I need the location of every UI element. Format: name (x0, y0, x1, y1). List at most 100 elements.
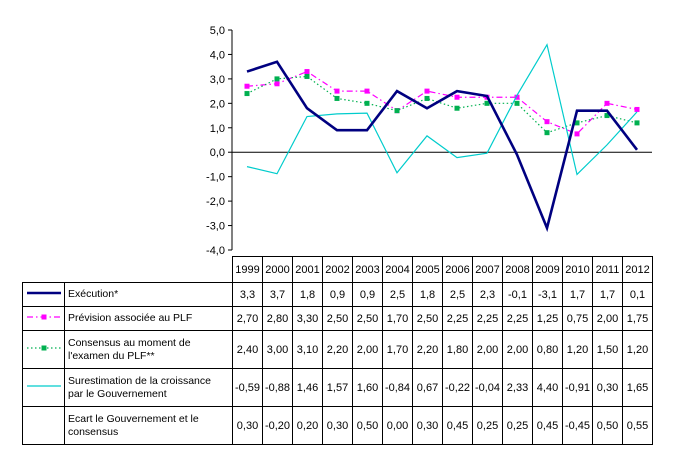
prevision-plf-marker (304, 69, 310, 75)
consensus-marker (304, 73, 310, 79)
value-cell: 2,80 (262, 306, 293, 331)
year-label: 2012 (622, 256, 653, 283)
legend-key-prevision-plf (22, 306, 65, 331)
year-label: 2010 (562, 256, 593, 283)
value-cell: 1,25 (532, 306, 563, 331)
prevision-plf-marker (424, 88, 430, 94)
value-cell: 1,8 (292, 282, 323, 307)
value-cell: -0,22 (442, 368, 473, 407)
value-cell: 1,7 (592, 282, 623, 307)
consensus-marker (574, 120, 580, 126)
value-cell: 2,5 (382, 282, 413, 307)
year-header-row: 1999 2000 2001 2002 2003 2004 2005 2006 2007 2008… (23, 256, 653, 283)
value-cell: 0,20 (292, 406, 323, 445)
surestimation-line (246, 43, 638, 176)
series-name: Consensus au moment de l'examen du PLF** (64, 330, 233, 369)
legend-key-execution (22, 282, 65, 307)
consensus-marker (454, 105, 460, 111)
prevision-plf-marker (604, 100, 610, 106)
value-cell: 1,70 (382, 306, 413, 331)
value-cell: -0,1 (502, 282, 533, 307)
series-row-execution: Exécution* 3,3 3,7 1,8 0,9 0,9 2,5 1,8 2,5 2,3 -0,… (22, 282, 653, 307)
y-tick-label: -3,0 (206, 221, 225, 233)
value-cell: 0,55 (622, 406, 653, 445)
year-label: 2009 (532, 256, 563, 283)
consensus-marker (634, 120, 640, 126)
value-cell: 0,50 (352, 406, 383, 445)
value-cell: -0,84 (382, 368, 413, 407)
value-cell: 1,50 (592, 330, 623, 369)
y-tick-label: 5,0 (210, 25, 225, 37)
series-name: Prévision associée au PLF (64, 306, 233, 331)
y-tick-label: 0,0 (210, 147, 225, 159)
consensus-marker (334, 95, 340, 101)
value-cell: 0,00 (382, 406, 413, 445)
prevision-plf-marker (454, 94, 460, 100)
consensus-marker (394, 108, 400, 114)
y-tick-label: -1,0 (206, 172, 225, 184)
value-cell: 1,8 (412, 282, 443, 307)
value-cell: 4,40 (532, 368, 563, 407)
value-cell: 2,00 (592, 306, 623, 331)
legend-key-ecart (22, 406, 65, 445)
legend-key-sample-prevision-plf (26, 314, 61, 320)
value-cell: 1,7 (562, 282, 593, 307)
blank-corner-cell (65, 257, 233, 283)
value-cell: 3,30 (292, 306, 323, 331)
series-name: Exécution* (64, 282, 233, 307)
value-cell: 1,75 (622, 306, 653, 331)
series-row-consensus: Consensus au moment de l'examen du PLF**… (22, 330, 653, 369)
value-cell: 3,7 (262, 282, 293, 307)
year-label: 2007 (472, 256, 503, 283)
year-label: 2001 (292, 256, 323, 283)
consensus-marker (364, 100, 370, 106)
legend-key-sample-execution (26, 291, 61, 295)
blank-corner-cell (23, 257, 65, 283)
consensus-marker (424, 95, 430, 101)
year-label: 2002 (322, 256, 353, 283)
year-label: 2011 (592, 256, 623, 283)
prevision-plf-marker (334, 88, 340, 94)
value-cell: 0,25 (502, 406, 533, 445)
series-name: Ecart le Gouvernement et le consensus (64, 406, 233, 445)
value-cell: 0,9 (352, 282, 383, 307)
value-cell: 3,3 (232, 282, 263, 307)
value-cell: -0,88 (262, 368, 293, 407)
series-row-prevision-plf: Prévision associée au PLF 2,70 2,80 3,30 2,5… (22, 306, 653, 331)
year-label: 2006 (442, 256, 473, 283)
value-cell: 3,00 (262, 330, 293, 369)
y-tick-label: -2,0 (206, 196, 225, 208)
y-tick-label: 2,0 (210, 98, 225, 110)
prevision-plf-marker (544, 119, 550, 125)
data-table: 1999 2000 2001 2002 2003 2004 2005 2006 2007 2008… (22, 256, 653, 445)
value-cell: 0,75 (562, 306, 593, 331)
prevision-plf-marker (244, 83, 250, 89)
value-cell: 2,25 (472, 306, 503, 331)
y-tick-label: 4,0 (210, 49, 225, 61)
value-cell: 0,30 (592, 368, 623, 407)
value-cell: -0,45 (562, 406, 593, 445)
execution-line (246, 60, 639, 233)
value-cell: 2,40 (232, 330, 263, 369)
prevision-plf-marker (514, 94, 520, 100)
value-cell: 0,30 (412, 406, 443, 445)
value-cell: 1,20 (622, 330, 653, 369)
value-cell: 1,80 (442, 330, 473, 369)
value-cell: 2,20 (412, 330, 443, 369)
value-cell: 2,33 (502, 368, 533, 407)
value-cell: 2,00 (352, 330, 383, 369)
prevision-plf-marker (634, 106, 640, 112)
value-cell: 1,60 (352, 368, 383, 407)
value-cell: 1,57 (322, 368, 353, 407)
legend-key-consensus (22, 330, 65, 369)
value-cell: 0,1 (622, 282, 653, 307)
legend-key-surestimation (22, 368, 65, 407)
value-cell: 0,25 (472, 406, 503, 445)
value-cell: -3,1 (532, 282, 563, 307)
consensus-marker (604, 113, 610, 119)
consensus-marker (244, 91, 250, 97)
value-cell: -0,20 (262, 406, 293, 445)
consensus-marker (514, 100, 520, 106)
value-cell: 2,00 (472, 330, 503, 369)
series-row-ecart: Ecart le Gouvernement et le consensus 0,3… (22, 406, 653, 445)
